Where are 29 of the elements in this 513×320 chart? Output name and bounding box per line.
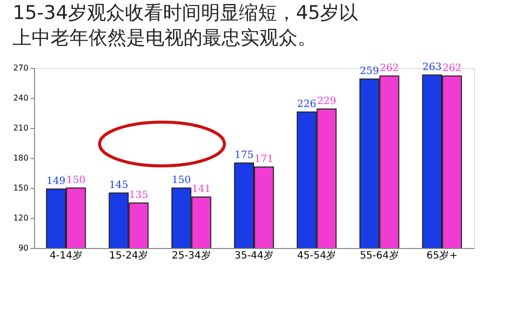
y-tick-label: 210: [13, 124, 28, 132]
data-label: 262: [442, 63, 462, 74]
data-label: 262: [380, 63, 399, 74]
data-label: 175: [234, 150, 254, 161]
data-label: 149: [46, 176, 66, 187]
y-tick-label: 90: [18, 244, 28, 252]
x-tick-label: 55-64岁: [360, 250, 399, 262]
data-label: 171: [254, 154, 274, 165]
y-tick-label: 150: [13, 184, 28, 192]
y-tick-label: 240: [13, 94, 28, 102]
data-label: 145: [109, 180, 128, 191]
x-tick-label: 45-54岁: [297, 250, 336, 262]
x-tick-label: 4-14岁: [50, 250, 82, 262]
y-tick-label: 270: [13, 64, 28, 72]
data-label: 226: [297, 99, 316, 110]
x-tick-label: 35-44岁: [234, 250, 274, 262]
data-label: 150: [172, 175, 191, 186]
y-tick-label: 120: [13, 214, 28, 222]
data-label: 229: [317, 96, 336, 107]
x-tick-label: 65岁+: [426, 250, 458, 262]
data-label: 263: [422, 62, 442, 73]
data-label: 150: [66, 175, 86, 186]
x-tick-label: 25-34岁: [172, 250, 211, 262]
y-tick-label: 180: [13, 154, 28, 162]
chart-title: 15-34岁观众收看时间明显缩短，45岁以上中老年依然是电视的最忠实观众。: [12, 2, 358, 49]
data-label: 141: [192, 184, 211, 195]
data-label: 135: [129, 190, 148, 201]
x-tick-label: 15-24岁: [109, 250, 148, 262]
data-label: 259: [360, 66, 379, 77]
